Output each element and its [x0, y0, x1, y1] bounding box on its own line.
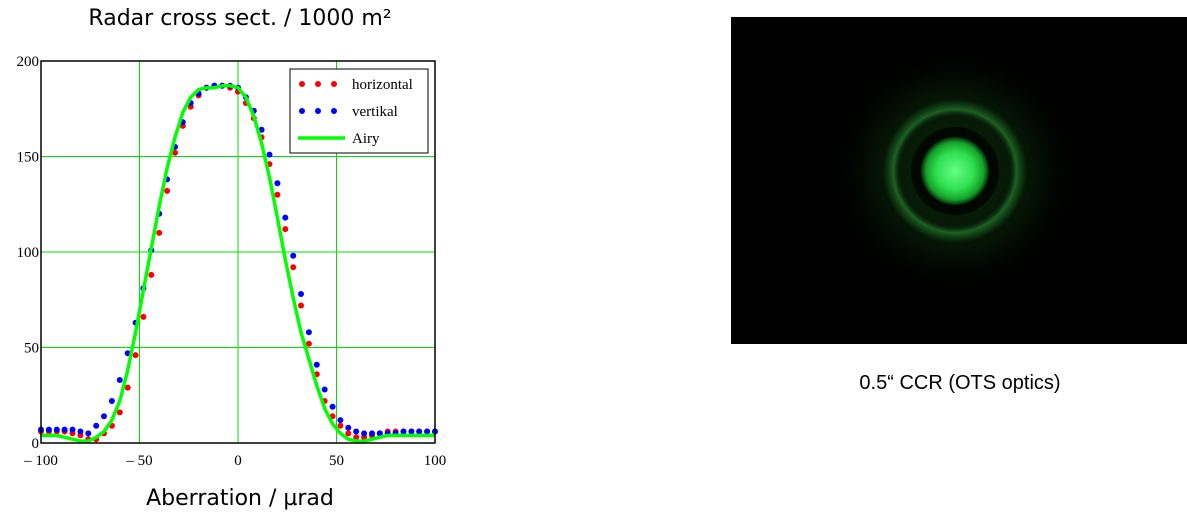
legend-swatch-vertikal — [299, 108, 305, 114]
legend-swatch-vertikal — [331, 108, 337, 114]
data-point-horizontal — [345, 430, 352, 437]
legend-label-horizontal: horizontal — [352, 77, 413, 93]
data-point-vertikal — [369, 430, 375, 437]
data-point-horizontal — [124, 384, 131, 391]
chart-title: Radar cross sect. / 1000 m² — [88, 6, 392, 31]
data-point-vertikal — [313, 361, 320, 368]
data-point-vertikal — [85, 430, 92, 437]
data-point-vertikal — [416, 428, 423, 435]
data-point-vertikal — [101, 413, 107, 420]
data-point-vertikal — [408, 428, 415, 435]
data-point-vertikal — [274, 180, 281, 187]
legend-label-airy: Airy — [352, 131, 380, 147]
data-point-horizontal — [140, 313, 147, 320]
plot-frame — [40, 60, 436, 444]
data-point-vertikal — [361, 430, 368, 437]
legend-label-vertikal: vertikal — [352, 104, 398, 120]
data-point-vertikal — [305, 329, 312, 336]
data-point-vertikal — [400, 428, 407, 435]
x-tick-label: 50 — [329, 453, 344, 469]
data-point-vertikal — [290, 252, 297, 259]
axis-ticks: – 100 – 50 0 50 100 0 50 100 150 200 — [17, 54, 447, 469]
ccr-diffraction-image — [731, 17, 1187, 344]
data-point-vertikal — [69, 426, 76, 433]
legend-swatch-horizontal — [315, 81, 321, 87]
data-point-vertikal — [337, 417, 344, 424]
data-point-horizontal — [132, 352, 139, 359]
y-tick-label: 0 — [32, 436, 40, 452]
data-point-vertikal — [116, 377, 123, 383]
airy-pattern-picture — [731, 17, 1187, 344]
data-point-vertikal — [108, 398, 115, 404]
data-point-vertikal — [329, 403, 336, 410]
legend-swatch-horizontal — [331, 81, 337, 87]
y-tick-label: 150 — [17, 150, 40, 166]
data-point-vertikal — [53, 426, 60, 433]
data-point-vertikal — [45, 426, 52, 433]
data-point-vertikal — [77, 428, 84, 435]
x-tick-label: 0 — [234, 453, 242, 469]
y-tick-label: 100 — [17, 245, 40, 261]
legend-swatch-vertikal — [315, 108, 321, 114]
data-point-vertikal — [258, 126, 265, 133]
data-point-vertikal — [93, 422, 100, 429]
x-tick-label: – 100 — [23, 453, 58, 469]
data-point-horizontal — [282, 226, 289, 233]
y-tick-label: 200 — [17, 54, 40, 70]
data-point-vertikal — [353, 428, 360, 435]
image-caption: 0.5“ CCR (OTS optics) — [859, 372, 1061, 394]
data-point-vertikal — [61, 426, 68, 433]
data-point-horizontal — [290, 264, 297, 271]
legend-swatch-horizontal — [299, 81, 305, 87]
data-point-horizontal — [305, 340, 312, 347]
x-tick-label: – 50 — [125, 453, 152, 469]
data-series — [38, 82, 438, 443]
data-point-vertikal — [321, 386, 328, 393]
radar-cross-section-chart: – 100 – 50 0 50 100 0 50 100 150 200 horizontal ve… — [17, 54, 447, 469]
data-point-vertikal — [345, 424, 352, 431]
data-point-horizontal — [164, 187, 171, 194]
data-point-horizontal — [156, 229, 163, 236]
data-point-vertikal — [376, 430, 383, 437]
series-line-airy — [41, 84, 435, 443]
data-point-vertikal — [266, 151, 273, 158]
legend: horizontal vertikal Airy — [289, 68, 429, 154]
data-point-horizontal — [148, 271, 155, 278]
data-point-horizontal — [116, 409, 123, 416]
data-point-vertikal — [424, 428, 431, 435]
data-point-horizontal — [298, 302, 304, 309]
y-tick-label: 50 — [24, 341, 39, 357]
data-point-horizontal — [274, 191, 281, 198]
data-point-horizontal — [337, 422, 344, 429]
data-point-horizontal — [353, 434, 360, 441]
x-tick-label: 100 — [424, 453, 447, 469]
data-point-vertikal — [282, 214, 289, 221]
data-point-horizontal — [172, 149, 178, 156]
x-axis-title: Aberration / µrad — [146, 486, 334, 511]
data-point-vertikal — [298, 291, 304, 297]
